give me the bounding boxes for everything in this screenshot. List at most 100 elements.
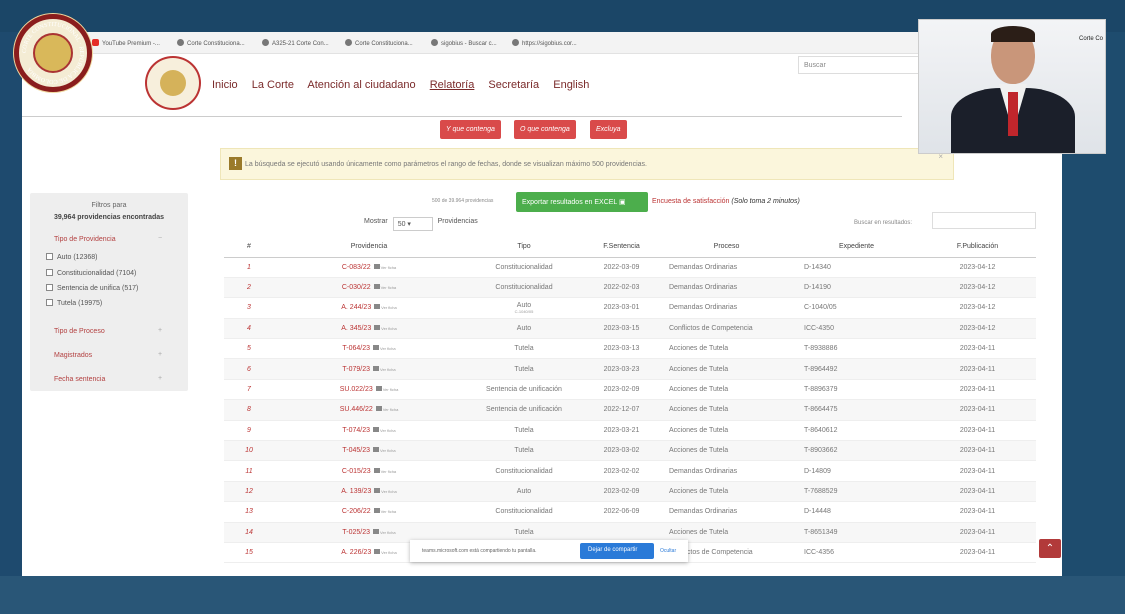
tipo-cell: Tutela — [464, 441, 584, 461]
exclude-button[interactable]: Excluya — [590, 120, 627, 139]
pdf-icon[interactable] — [374, 468, 380, 473]
checkbox[interactable] — [46, 284, 53, 291]
col-tipo[interactable]: Tipo — [464, 236, 584, 257]
fecha-publicacion-cell: 2023-04-11 — [919, 379, 1036, 399]
bookmark-sigobius-search[interactable]: sigobius - Buscar c... — [431, 39, 497, 47]
col-fecha-sentencia[interactable]: F.Sentencia — [584, 236, 659, 257]
providencia-link[interactable]: T-045/23 Ver ficha — [274, 441, 464, 461]
row-number: 12 — [224, 481, 274, 501]
pdf-icon[interactable] — [376, 386, 382, 391]
providencia-link[interactable]: SU.022/23 Ver ficha — [274, 379, 464, 399]
tipo-cell: Constitucionalidad — [464, 461, 584, 481]
coat-of-arms-icon — [160, 70, 186, 96]
pdf-icon[interactable] — [376, 406, 382, 411]
pdf-icon[interactable] — [374, 549, 380, 554]
providencia-link[interactable]: C-083/22 Ver ficha — [274, 257, 464, 277]
nav-english[interactable]: English — [553, 79, 589, 91]
col-proceso[interactable]: Proceso — [659, 236, 794, 257]
bookmark-corte-1[interactable]: Corte Constituciona... — [177, 39, 245, 47]
row-number: 4 — [224, 318, 274, 338]
providencia-link[interactable]: T-079/23 Ver ficha — [274, 359, 464, 379]
nav-atencion-ciudadano[interactable]: Atención al ciudadano — [307, 79, 415, 91]
expand-icon[interactable]: + — [158, 327, 162, 334]
survey-link[interactable]: Encuesta de satisfacción (Solo toma 2 mi… — [652, 198, 800, 205]
filter-tipo-providencia[interactable]: Tipo de Providencia — [54, 236, 116, 243]
option-constitucionalidad[interactable]: Constitucionalidad (7104) — [46, 269, 136, 277]
option-auto[interactable]: Auto (12368) — [46, 253, 97, 261]
providencia-link[interactable]: C-015/23 Ver ficha — [274, 461, 464, 481]
col-providencia[interactable]: Providencia — [274, 236, 464, 257]
pdf-icon[interactable] — [373, 447, 379, 452]
or-contains-button[interactable]: O que contenga — [514, 120, 576, 139]
row-number: 6 — [224, 359, 274, 379]
col-expediente[interactable]: Expediente — [794, 236, 919, 257]
bookmark-corte-2[interactable]: Corte Constituciona... — [345, 39, 413, 47]
pdf-icon[interactable] — [374, 264, 380, 269]
providencia-link[interactable]: A. 139/23 Ver ficha — [274, 481, 464, 501]
providencia-link[interactable]: C-030/22 Ver ficha — [274, 277, 464, 297]
providencia-link[interactable]: A. 244/23 Ver ficha — [274, 298, 464, 318]
proceso-cell: Acciones de Tutela — [659, 379, 794, 399]
nav-relatoria[interactable]: Relatoría — [430, 79, 475, 91]
checkbox[interactable] — [46, 299, 53, 306]
nav-secretaria[interactable]: Secretaría — [488, 79, 539, 91]
col-number[interactable]: # — [224, 236, 274, 257]
option-sentencia-unificacion[interactable]: Sentencia de unifica (517) — [46, 284, 138, 292]
col-fecha-publicacion[interactable]: F.Publicación — [919, 236, 1036, 257]
bookmark-a325[interactable]: A325-21 Corte Con... — [262, 39, 329, 47]
and-contains-button[interactable]: Y que contenga — [440, 120, 501, 139]
search-results-input[interactable] — [932, 212, 1036, 229]
pdf-icon[interactable] — [373, 427, 379, 432]
proceso-cell: Demandas Ordinarias — [659, 298, 794, 318]
scroll-to-top-button[interactable]: ⌃ — [1039, 539, 1061, 558]
bookmark-youtube[interactable]: YouTube Premium -... — [92, 39, 160, 47]
page-size-select[interactable]: 50 ▾ — [393, 217, 433, 231]
option-tutela[interactable]: Tutela (19975) — [46, 299, 102, 307]
pdf-icon[interactable] — [374, 488, 380, 493]
filter-tipo-proceso[interactable]: Tipo de Proceso — [54, 328, 105, 335]
providencia-link[interactable]: T-074/23 Ver ficha — [274, 420, 464, 440]
checkbox[interactable] — [46, 253, 53, 260]
export-excel-button[interactable]: Exportar resultados en EXCEL ▣ — [516, 192, 648, 212]
fecha-publicacion-cell: 2023-04-12 — [919, 318, 1036, 338]
pdf-icon[interactable] — [374, 325, 380, 330]
collapse-icon[interactable]: − — [158, 235, 162, 242]
expand-icon[interactable]: + — [158, 375, 162, 382]
providencia-link[interactable]: C-206/22 Ver ficha — [274, 502, 464, 522]
table-row: 3 A. 244/23 Ver ficha Auto C-1040/05 2023-03… — [224, 298, 1036, 318]
stop-sharing-button[interactable]: Dejar de compartir — [580, 543, 654, 559]
proceso-cell: Acciones de Tutela — [659, 481, 794, 501]
fecha-publicacion-cell: 2023-04-12 — [919, 298, 1036, 318]
fecha-publicacion-cell: 2023-04-11 — [919, 502, 1036, 522]
table-row: 11 C-015/23 Ver ficha Constitucionalidad 20… — [224, 461, 1036, 481]
pdf-icon[interactable] — [374, 304, 380, 309]
bookmark-sigobius[interactable]: https://sigobius.cor... — [512, 39, 577, 47]
fecha-sentencia-cell: 2023-03-02 — [584, 441, 659, 461]
fecha-publicacion-cell: 2023-04-11 — [919, 481, 1036, 501]
fecha-sentencia-cell: 2022-02-03 — [584, 277, 659, 297]
providencia-link[interactable]: SU.446/22 Ver ficha — [274, 400, 464, 420]
expediente-cell: T-8896379 — [794, 379, 919, 399]
tipo-cell: Sentencia de unificación — [464, 379, 584, 399]
expand-icon[interactable]: + — [158, 351, 162, 358]
fecha-publicacion-cell: 2023-04-12 — [919, 277, 1036, 297]
fecha-sentencia-cell: 2023-02-02 — [584, 461, 659, 481]
filter-magistrados[interactable]: Magistrados — [54, 352, 92, 359]
pdf-icon[interactable] — [373, 345, 379, 350]
expediente-cell: D-14809 — [794, 461, 919, 481]
checkbox[interactable] — [46, 269, 53, 276]
pdf-icon[interactable] — [374, 284, 380, 289]
filter-fecha-sentencia[interactable]: Fecha sentencia — [54, 376, 105, 383]
pdf-icon[interactable] — [374, 508, 380, 513]
providencia-link[interactable]: T-064/23 Ver ficha — [274, 339, 464, 359]
nav-inicio[interactable]: Inicio — [212, 79, 238, 91]
pdf-icon[interactable] — [373, 366, 379, 371]
pdf-icon[interactable] — [373, 529, 379, 534]
main-nav: Inicio La Corte Atención al ciudadano Re… — [212, 79, 600, 91]
fecha-publicacion-cell: 2023-04-11 — [919, 359, 1036, 379]
site-logo[interactable] — [145, 56, 201, 110]
hide-share-bar-link[interactable]: Ocultar — [660, 548, 676, 554]
providencia-link[interactable]: A. 345/23 Ver ficha — [274, 318, 464, 338]
expediente-cell: T-8651349 — [794, 522, 919, 542]
nav-la-corte[interactable]: La Corte — [252, 79, 294, 91]
